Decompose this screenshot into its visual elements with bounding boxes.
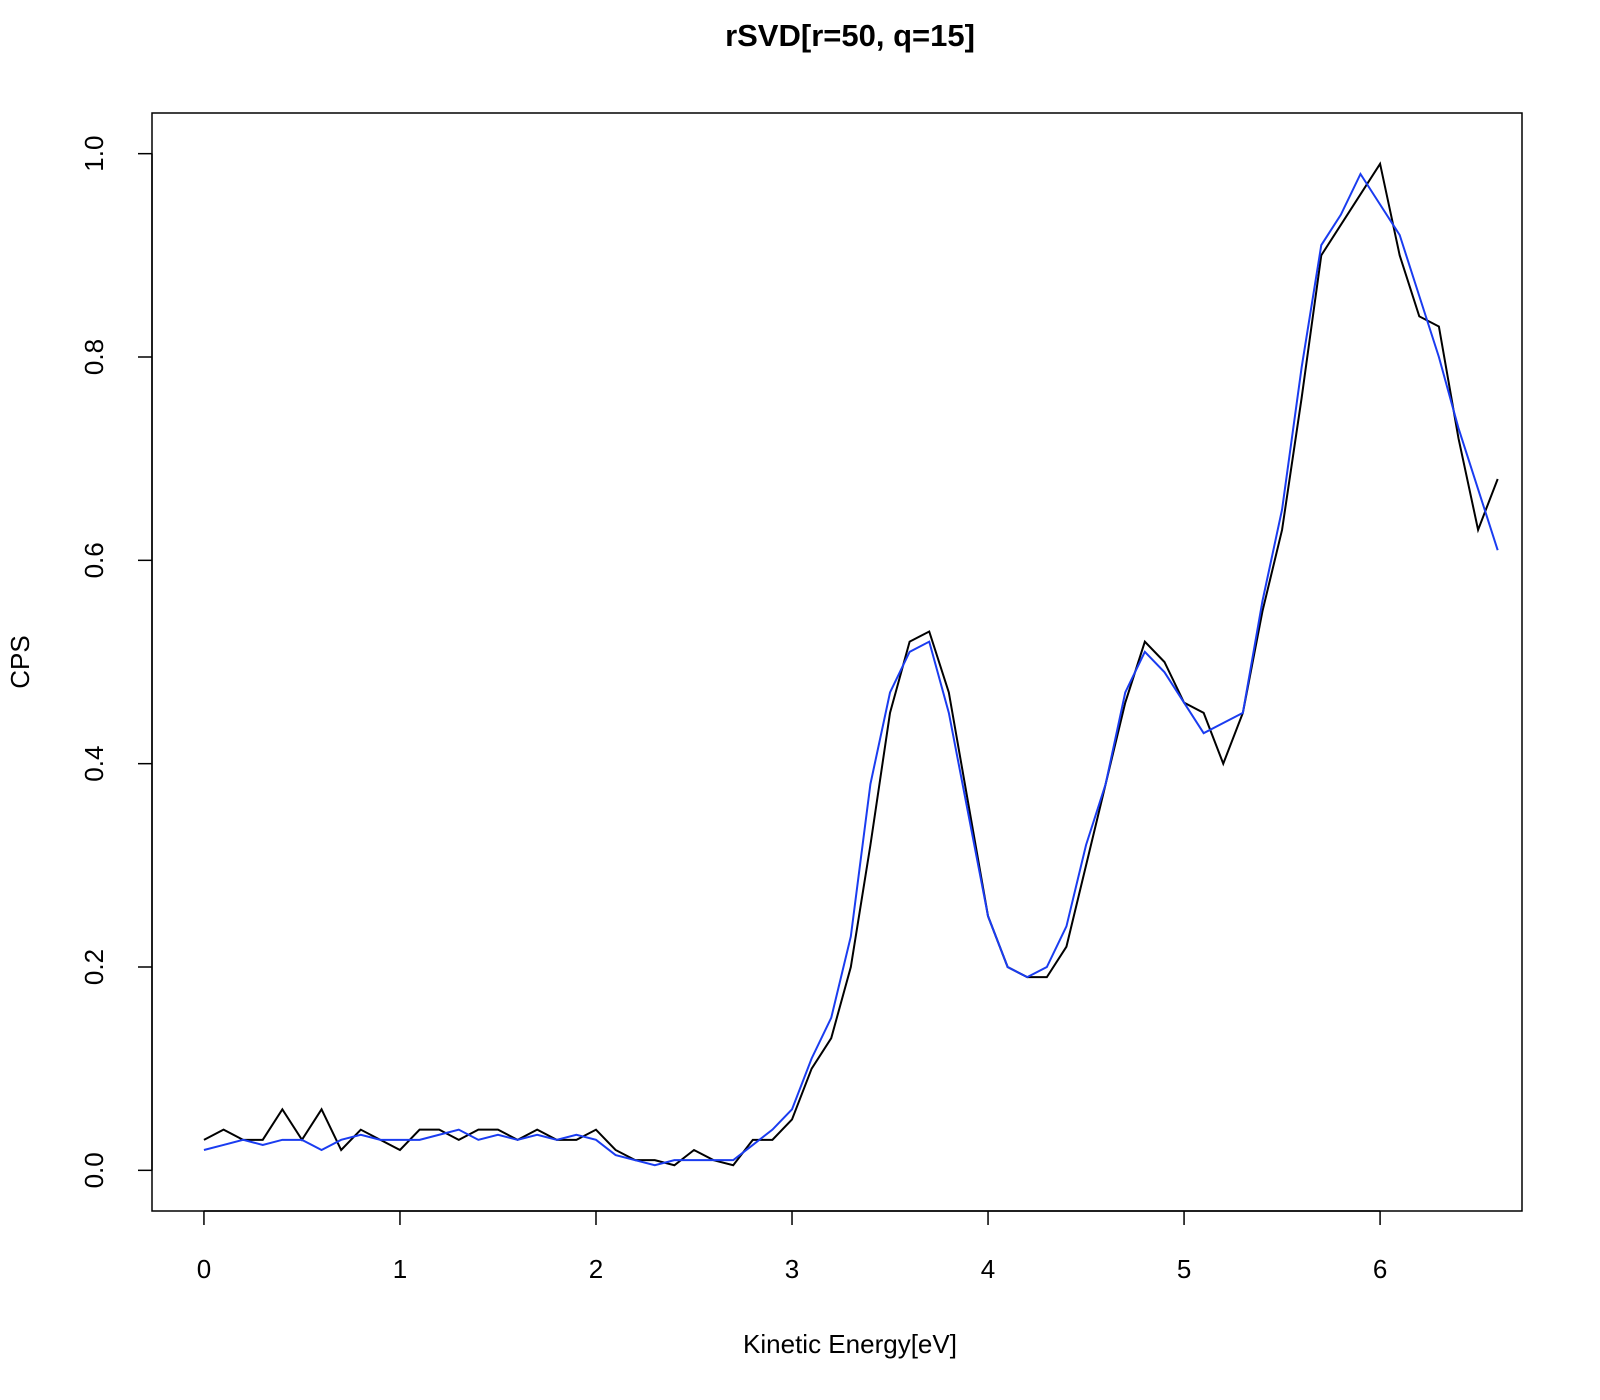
- y-axis-label: CPS: [5, 635, 35, 688]
- x-tick-label: 4: [981, 1254, 995, 1284]
- y-tick-label: 0.0: [79, 1152, 109, 1188]
- x-tick-label: 2: [589, 1254, 603, 1284]
- y-tick-label: 0.2: [79, 949, 109, 985]
- y-tick-label: 1.0: [79, 136, 109, 172]
- chart-title: rSVD[r=50, q=15]: [725, 18, 975, 53]
- y-tick-label: 0.4: [79, 746, 109, 782]
- x-tick-label: 1: [393, 1254, 407, 1284]
- x-tick-label: 5: [1177, 1254, 1191, 1284]
- y-tick-label: 0.8: [79, 339, 109, 375]
- x-tick-label: 0: [197, 1254, 211, 1284]
- y-tick-label: 0.6: [79, 542, 109, 578]
- data-line: [203, 161, 1499, 1167]
- x-tick-label: 6: [1373, 1254, 1387, 1284]
- data-line: [203, 171, 1499, 1167]
- x-axis-label: Kinetic Energy[eV]: [743, 1329, 957, 1359]
- x-tick-label: 3: [785, 1254, 799, 1284]
